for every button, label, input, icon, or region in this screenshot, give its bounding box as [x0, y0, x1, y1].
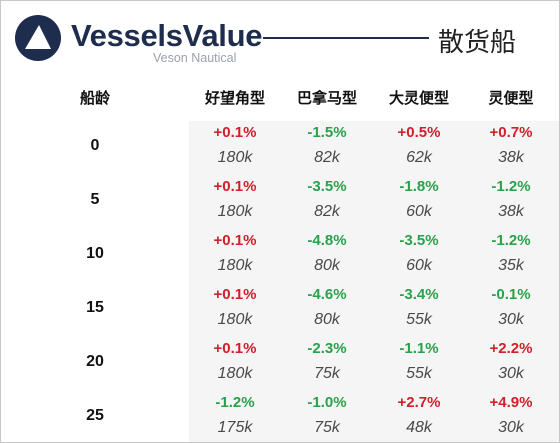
change-panamax: -2.3%	[307, 340, 347, 357]
change-handysize: +2.2%	[489, 340, 533, 357]
age-label: 10	[86, 245, 104, 262]
change-capesize: +0.1%	[213, 178, 257, 195]
value-capesize: 175k	[217, 419, 253, 436]
change-handysize: -1.2%	[491, 232, 531, 249]
change-panamax: -4.8%	[307, 232, 347, 249]
change-capesize: +0.1%	[213, 232, 257, 249]
column-header-supramax: 大灵便型	[388, 89, 449, 107]
value-panamax: 80k	[314, 311, 340, 328]
value-supramax: 55k	[406, 311, 432, 328]
value-capesize: 180k	[217, 149, 253, 166]
change-supramax: -3.4%	[399, 286, 439, 303]
value-panamax: 75k	[314, 365, 340, 382]
change-panamax: -1.5%	[307, 124, 347, 141]
value-panamax: 80k	[314, 257, 340, 274]
change-panamax: -1.0%	[307, 394, 347, 411]
column-header-handysize: 灵便型	[488, 89, 534, 107]
column-header-capesize: 好望角型	[204, 89, 265, 107]
vesselsvalue-logo-icon	[15, 15, 61, 61]
value-panamax: 82k	[314, 203, 340, 220]
change-panamax: -4.6%	[307, 286, 347, 303]
age-label: 0	[90, 137, 100, 154]
age-label: 20	[86, 353, 104, 370]
value-handysize: 30k	[498, 311, 524, 328]
value-supramax: 55k	[406, 365, 432, 382]
column-header-panamax: 巴拿马型	[296, 89, 357, 107]
change-supramax: +0.5%	[397, 124, 441, 141]
change-capesize: -1.2%	[215, 394, 255, 411]
value-supramax: 60k	[406, 257, 432, 274]
value-capesize: 180k	[217, 257, 253, 274]
value-capesize: 180k	[217, 365, 253, 382]
value-handysize: 30k	[498, 419, 524, 436]
value-capesize: 180k	[217, 311, 253, 328]
change-handysize: -0.1%	[491, 286, 531, 303]
value-handysize: 38k	[498, 203, 524, 220]
change-handysize: +0.7%	[489, 124, 533, 141]
value-supramax: 62k	[406, 149, 432, 166]
value-handysize: 30k	[498, 365, 524, 382]
value-panamax: 82k	[314, 149, 340, 166]
age-label: 25	[86, 407, 104, 424]
change-handysize: -1.2%	[491, 178, 531, 195]
value-supramax: 60k	[406, 203, 432, 220]
header: VesselsValue Veson Nautical 散货船	[1, 1, 559, 81]
value-capesize: 180k	[217, 203, 253, 220]
category-title: 散货船	[438, 28, 517, 58]
age-label: 5	[90, 191, 100, 208]
change-capesize: +0.1%	[213, 124, 257, 141]
change-supramax: -1.1%	[399, 340, 439, 357]
brand-name: VesselsValue	[71, 18, 263, 53]
brand-subtitle: Veson Nautical	[153, 51, 237, 65]
change-capesize: +0.1%	[213, 286, 257, 303]
value-panamax: 75k	[314, 419, 340, 436]
change-handysize: +4.9%	[489, 394, 533, 411]
change-supramax: -3.5%	[399, 232, 439, 249]
age-column-header: 船龄	[79, 89, 110, 107]
change-supramax: -1.8%	[399, 178, 439, 195]
age-label: 15	[86, 299, 104, 316]
value-handysize: 38k	[498, 149, 524, 166]
values-panel	[189, 121, 559, 442]
value-handysize: 35k	[498, 257, 524, 274]
change-capesize: +0.1%	[213, 340, 257, 357]
value-supramax: 48k	[406, 419, 432, 436]
change-supramax: +2.7%	[397, 394, 441, 411]
header-divider	[263, 37, 429, 39]
change-panamax: -3.5%	[307, 178, 347, 195]
